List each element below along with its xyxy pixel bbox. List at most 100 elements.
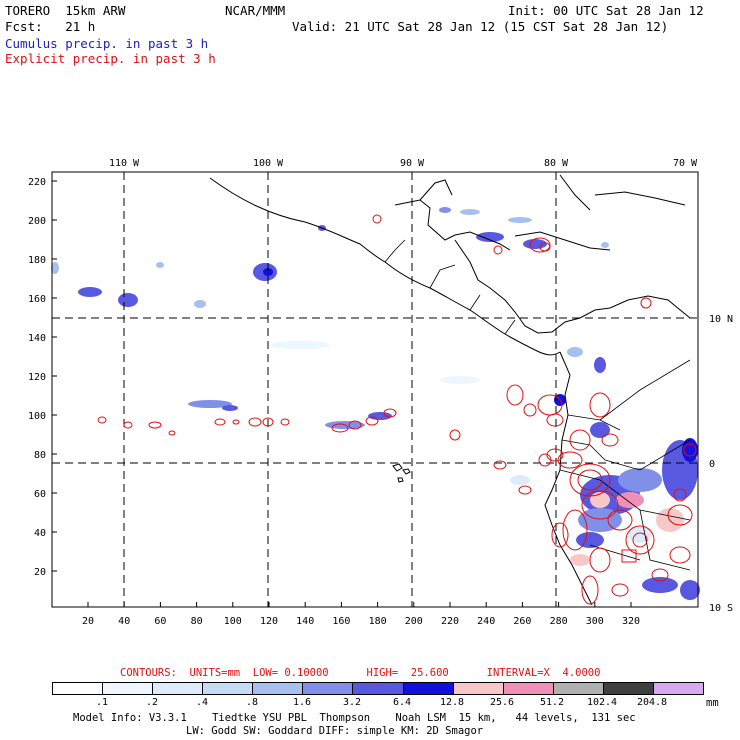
precip-contour xyxy=(168,430,176,436)
x-tick-label: 40 xyxy=(118,616,130,627)
precip-contour xyxy=(280,418,290,426)
x-tick-label: 180 xyxy=(369,616,387,627)
precip-area xyxy=(439,207,451,213)
precip-area xyxy=(523,239,547,249)
colorbar-swatch xyxy=(203,683,254,694)
precip-area xyxy=(618,468,662,492)
precip-contour xyxy=(607,509,633,531)
precip-contour xyxy=(383,408,397,418)
precip-area xyxy=(118,293,138,307)
coastline-gulf xyxy=(419,179,453,201)
colorbar-units: mm xyxy=(706,697,719,709)
latitude-label: 10 S xyxy=(709,603,733,614)
precip-contour xyxy=(493,460,507,470)
precip-contour xyxy=(640,297,652,309)
init-time: Init: 00 UTC Sat 28 Jan 12 xyxy=(508,3,704,18)
precip-contour xyxy=(538,453,552,467)
colorbar-swatch xyxy=(153,683,204,694)
model-title: TORERO 15km ARW xyxy=(5,3,126,18)
longitude-label: 70 W xyxy=(673,158,698,169)
y-tick-label: 200 xyxy=(28,216,46,227)
colorbar-swatch xyxy=(353,683,404,694)
precip-colorbar xyxy=(52,682,704,695)
colorbar-swatch xyxy=(403,683,454,694)
precip-area xyxy=(156,262,164,268)
field-explicit-label: Explicit precip. in past 3 h xyxy=(5,51,216,66)
y-tick-label: 180 xyxy=(28,255,46,266)
x-tick-label: 240 xyxy=(477,616,495,627)
x-tick-label: 80 xyxy=(191,616,203,627)
colorbar-label: 3.2 xyxy=(342,697,362,708)
precip-contour xyxy=(248,417,262,427)
longitude-label: 110 W xyxy=(109,158,140,169)
precip-contour xyxy=(262,417,274,427)
precip-area xyxy=(682,438,698,462)
coastline-yucatan xyxy=(394,199,511,251)
precip-contour xyxy=(123,421,133,429)
colorbar-label: 204.8 xyxy=(636,697,668,708)
precip-contour xyxy=(625,525,655,555)
precip-shading xyxy=(51,207,700,600)
colorbar-label: .2 xyxy=(145,697,159,708)
colorbar-swatch xyxy=(253,683,304,694)
precip-contour xyxy=(621,549,637,563)
galapagos-islands xyxy=(392,463,411,483)
x-tick-label: 220 xyxy=(441,616,459,627)
valid-time: Valid: 21 UTC Sat 28 Jan 12 (15 CST Sat … xyxy=(292,19,669,34)
colorbar-swatch xyxy=(553,683,604,694)
precip-contour xyxy=(569,429,591,451)
y-tick-label: 120 xyxy=(28,372,46,383)
precip-area xyxy=(601,242,609,248)
precip-contour xyxy=(449,429,461,441)
axis-ticks xyxy=(52,180,632,607)
precip-area xyxy=(51,262,59,274)
precip-contour xyxy=(523,403,537,417)
center-name: NCAR/MMM xyxy=(225,3,286,18)
precip-area xyxy=(460,209,480,215)
x-tick-label: 260 xyxy=(513,616,531,627)
coastlines xyxy=(209,174,691,606)
precip-area xyxy=(680,580,700,600)
x-tick-label: 60 xyxy=(154,616,166,627)
precip-area xyxy=(576,532,604,548)
colorbar-label: .8 xyxy=(245,697,259,708)
precip-contour xyxy=(546,448,564,462)
y-tick-label: 160 xyxy=(28,294,46,305)
x-tick-label: 140 xyxy=(296,616,314,627)
precip-area xyxy=(567,347,583,357)
colorbar-label: 1.6 xyxy=(292,697,312,708)
longitude-label: 100 W xyxy=(253,158,284,169)
coastline-caribbean xyxy=(454,239,691,334)
coastline-cuba xyxy=(514,231,611,251)
precip-area xyxy=(368,412,392,420)
y-tick-label: 60 xyxy=(34,489,46,500)
precip-area xyxy=(222,405,238,411)
explicit-precip-contours xyxy=(97,214,697,605)
axis-labels: 20 40 60 80 100 120 140 160 180 200 220 240 260 280 30… xyxy=(28,158,733,627)
x-tick-label: 280 xyxy=(550,616,568,627)
precip-contour xyxy=(581,490,619,520)
precip-area xyxy=(590,422,610,438)
coastline-south-america-west xyxy=(544,351,593,606)
precip-contour xyxy=(581,575,599,605)
precip-contour xyxy=(569,463,611,497)
y-tick-label: 40 xyxy=(34,528,46,539)
precip-area xyxy=(188,400,232,408)
precip-contour xyxy=(148,421,162,429)
x-tick-label: 20 xyxy=(82,616,94,627)
model-info-line1: Model Info: V3.3.1 Tiedtke YSU PBL Thomp… xyxy=(73,712,636,724)
colorbar-swatch xyxy=(303,683,354,694)
precip-contour xyxy=(214,418,226,426)
precip-area xyxy=(270,341,330,349)
x-tick-label: 120 xyxy=(260,616,278,627)
x-tick-label: 100 xyxy=(224,616,242,627)
precip-contour xyxy=(372,214,382,224)
precip-contour xyxy=(546,413,564,427)
precip-area xyxy=(78,287,102,297)
precip-contour xyxy=(529,237,551,253)
y-tick-label: 140 xyxy=(28,333,46,344)
colorbar-label: 25.6 xyxy=(489,697,515,708)
precip-contour xyxy=(348,420,362,430)
y-tick-label: 100 xyxy=(28,411,46,422)
